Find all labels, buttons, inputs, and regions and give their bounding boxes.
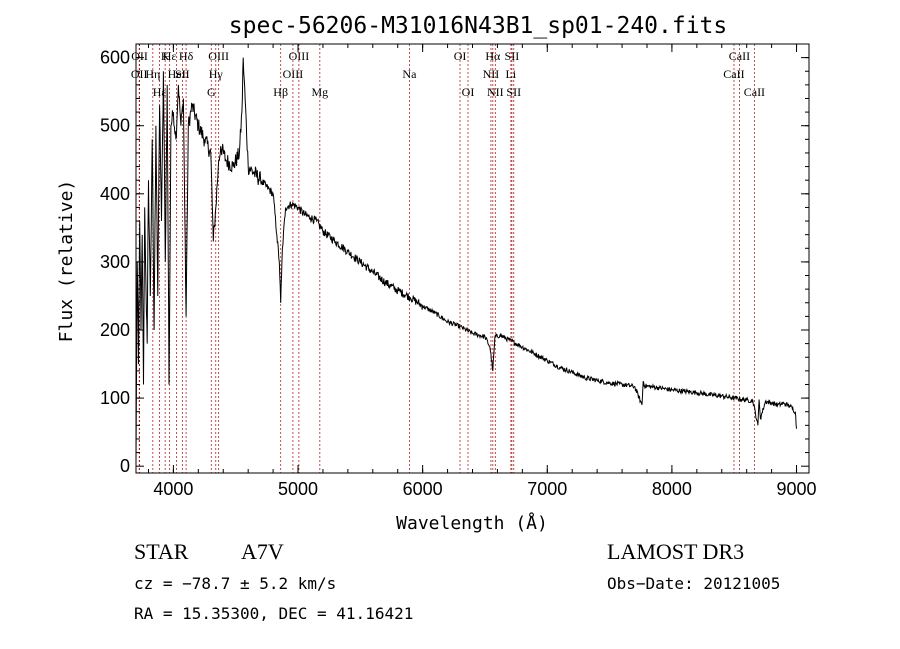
x-tick-label-5: 9000 [777, 479, 817, 499]
object-type: STAR [134, 539, 189, 564]
y-tick-label-6: 600 [100, 48, 130, 68]
marker-label-5: Hε [163, 49, 177, 63]
x-tick-label-4: 8000 [652, 479, 692, 499]
y-tick-label-2: 200 [100, 320, 130, 340]
marker-label-16: Na [402, 67, 417, 81]
marker-label-0: OII [131, 67, 148, 81]
marker-label-15: Mg [311, 85, 328, 99]
y-tick-label-5: 500 [100, 116, 130, 136]
marker-label-12: Hβ [273, 85, 288, 99]
y-axis-ticks: 0 100 200 300 400 500 600 [100, 48, 809, 476]
chart-title: spec-56206-M31016N43B1_sp01-240.fits [229, 13, 728, 39]
marker-label-26: CaII [729, 49, 750, 63]
plot-frame [135, 43, 810, 474]
redshift-value: cz = −78.7 ± 5.2 km/s [134, 574, 336, 593]
marker-label-24: SII [506, 85, 521, 99]
marker-label-7: SII [175, 67, 190, 81]
x-tick-label-0: 4000 [153, 479, 193, 499]
marker-label-25: CaII [723, 67, 744, 81]
marker-label-1: OII [131, 49, 148, 63]
marker-label-11: OIII [208, 49, 229, 63]
marker-label-4: K [161, 49, 170, 63]
x-axis-label: Wavelength (Å) [396, 512, 548, 534]
marker-label-27: CaII [744, 85, 765, 99]
marker-label-19: NII [483, 67, 500, 81]
marker-label-22: Li [506, 67, 517, 81]
y-tick-label-1: 100 [100, 388, 130, 408]
marker-label-23: SII [505, 49, 520, 63]
marker-label-9: G [207, 85, 216, 99]
spectral-line-markers [138, 44, 755, 473]
marker-label-20: Hα [485, 49, 501, 63]
marker-label-6: HeI [168, 67, 186, 81]
x-axis-ticks: 4000 5000 6000 7000 8000 9000 [147, 44, 817, 499]
x-tick-label-2: 6000 [403, 479, 443, 499]
x-tick-label-1: 5000 [278, 479, 318, 499]
marker-label-2: Hη [145, 67, 160, 81]
marker-label-10: Hγ [209, 67, 224, 81]
marker-label-3: Hε [153, 85, 167, 99]
y-tick-label-3: 300 [100, 252, 130, 272]
spectral-line-labels: OIIOIIHηHεKHεHeISIIHδGHγOIIIHβOIIIOIIIMg… [131, 49, 765, 99]
y-axis-label: Flux (relative) [56, 180, 77, 343]
flux-series-line [135, 57, 797, 463]
marker-label-14: OIII [289, 49, 310, 63]
marker-label-8: Hδ [179, 49, 194, 63]
marker-label-21: NII [487, 85, 504, 99]
y-tick-label-0: 0 [120, 456, 130, 476]
y-tick-label-4: 400 [100, 184, 130, 204]
survey-name: LAMOST DR3 [607, 539, 744, 564]
spectral-subclass: A7V [241, 539, 284, 564]
x-tick-label-3: 7000 [527, 479, 567, 499]
sky-coordinates: RA = 15.35300, DEC = 41.16421 [134, 604, 413, 623]
marker-label-18: OI [462, 85, 475, 99]
observation-date: Obs−Date: 20121005 [607, 574, 780, 593]
marker-label-13: OIII [283, 67, 304, 81]
marker-label-17: OI [454, 49, 467, 63]
